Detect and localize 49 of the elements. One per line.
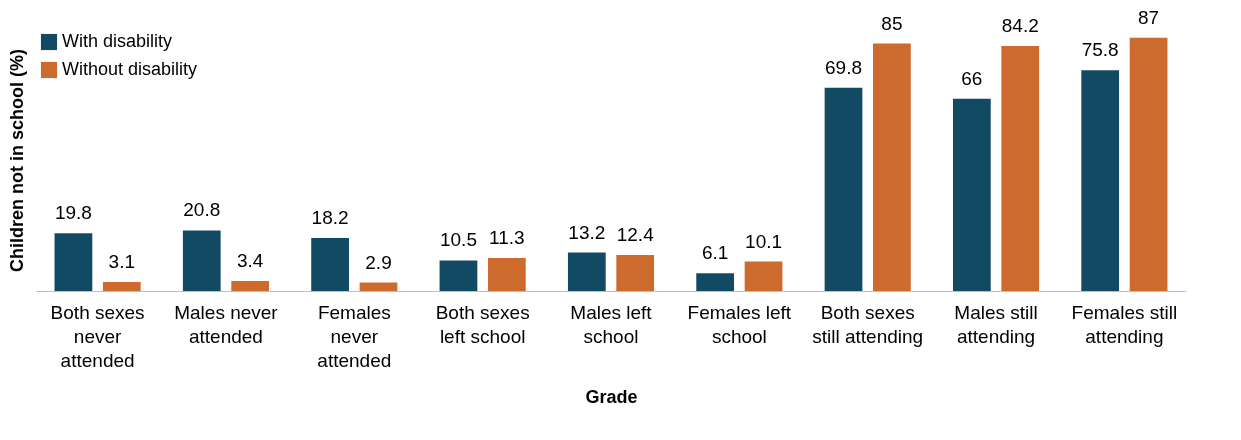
data-label: 13.2 [568,221,606,243]
x-tick-label: Both sexes left school [435,301,530,347]
data-label: 3.4 [236,250,264,272]
x-tick-label: Both sexes never attended [50,301,145,371]
x-tick-label: Both sexes still attending [812,301,924,347]
x-tick-label: Males left school [570,301,653,347]
bar [873,43,911,291]
bar [567,252,606,291]
bar [824,87,863,291]
legend-label: With disability [62,31,173,51]
x-tick-label: Females never attended [317,301,392,371]
data-label: 75.8 [1081,39,1119,61]
x-tick-label: Males never attended [174,301,279,347]
bar [952,98,991,291]
data-label: 20.8 [183,199,221,221]
bar [1129,37,1168,291]
bar [102,281,141,291]
x-axis-title: Grade [585,386,638,407]
legend-label: Without disability [62,59,198,79]
data-label: 84.2 [1001,14,1039,36]
data-label: 85 [881,12,903,34]
data-label: 12.4 [616,223,655,245]
data-label: 69.8 [825,56,862,78]
data-label: 66 [961,67,983,89]
data-label: 10.5 [439,229,477,251]
bar [696,273,735,291]
bar [231,281,270,291]
data-label: 10.1 [745,230,783,252]
data-label: 19.8 [54,202,92,224]
bar [311,238,349,291]
bar [182,230,221,291]
x-tick-label: Males still attending [954,301,1038,347]
bar [1001,45,1040,291]
data-label: 2.9 [365,251,392,273]
bar [487,258,526,291]
bar [616,254,655,291]
data-label: 87 [1138,6,1160,28]
bar [54,233,93,291]
data-label: 3.1 [108,250,136,272]
bar [439,260,478,291]
data-label: 6.1 [701,242,729,264]
bar [744,261,783,291]
x-tick-label: Females left school [687,301,792,347]
data-label: 11.3 [489,227,525,249]
data-label: 18.2 [311,207,349,229]
bar [1081,70,1120,291]
bar [359,282,398,291]
y-axis-title: Children not in school (%) [6,49,27,272]
x-tick-label: Females still attending [1071,301,1178,347]
